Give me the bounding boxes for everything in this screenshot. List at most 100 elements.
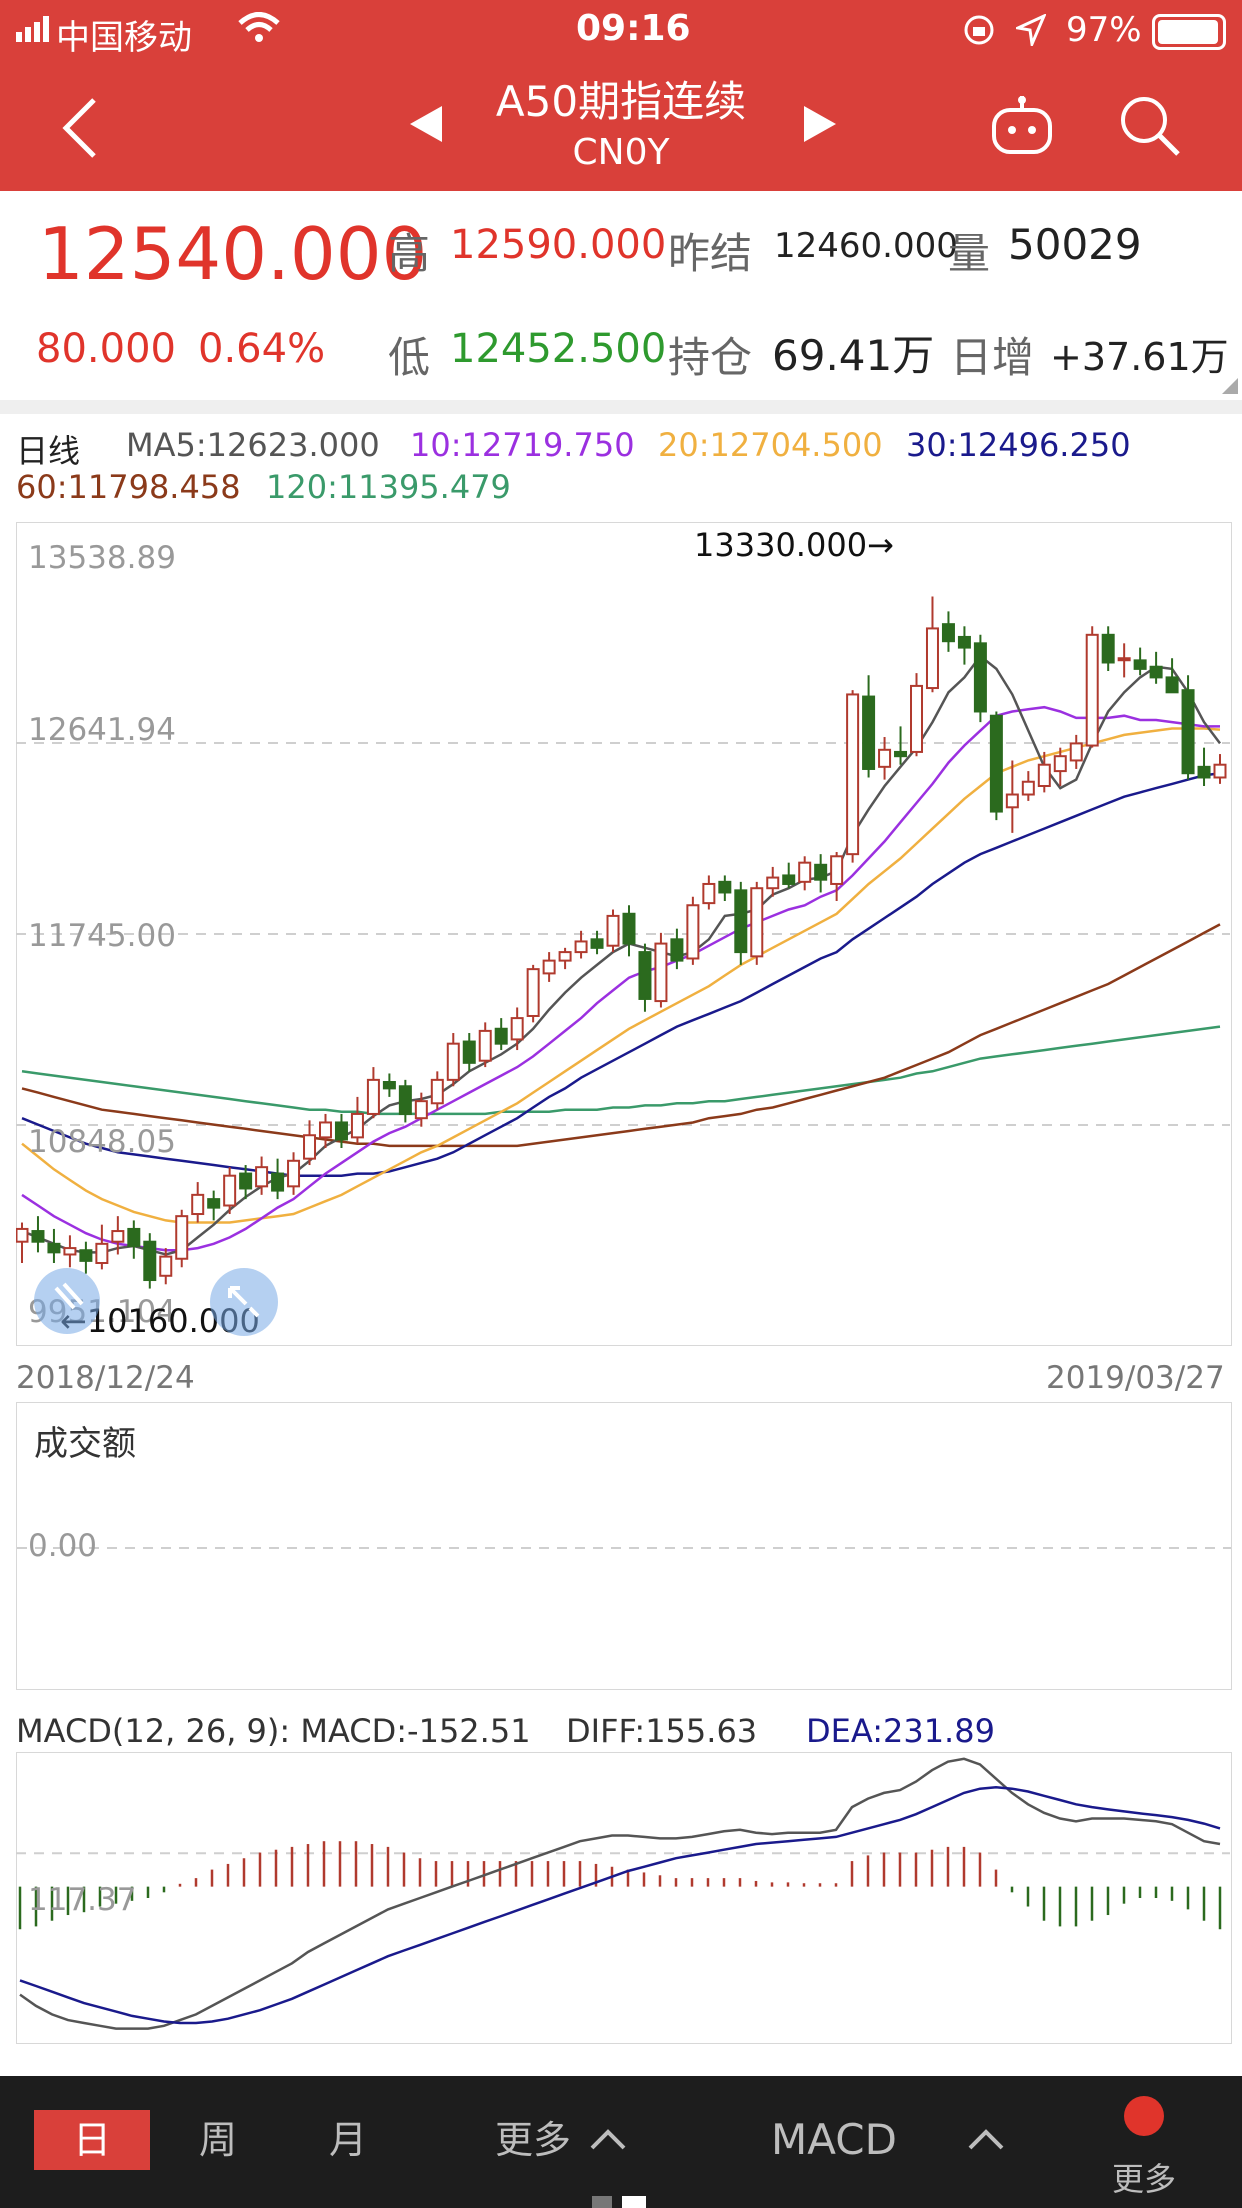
status-bar: 中国移动 09:16 97% [0, 0, 1242, 60]
candle-down [398, 1085, 412, 1115]
price-change-pct: 0.64% [198, 326, 326, 372]
daily-change-value: +37.61万 [1050, 335, 1229, 379]
indicator-chevron-up-icon[interactable] [966, 2124, 1006, 2154]
candle-up [95, 1242, 109, 1264]
volume-value: 50029 [1008, 220, 1142, 269]
contract-title: A50期指连续 [495, 77, 747, 126]
tab-month[interactable]: 月 [328, 2118, 367, 2162]
candle-down [143, 1240, 157, 1282]
start-date: 2018/12/24 [16, 1360, 195, 1396]
tab-week[interactable]: 周 [198, 2118, 237, 2162]
candle-down [334, 1121, 348, 1141]
candle-down [590, 938, 604, 949]
end-date: 2019/03/27 [1046, 1360, 1225, 1396]
wifi-icon [238, 12, 280, 42]
candle-down [462, 1040, 476, 1064]
next-contract-icon[interactable] [802, 104, 838, 144]
price-change: 80.000 [36, 326, 176, 372]
home-indicator-right [622, 2196, 646, 2208]
chevron-up-icon[interactable] [588, 2124, 628, 2154]
candle-up [910, 684, 924, 753]
candle-up [318, 1121, 332, 1139]
macd-dea-label: DEA:231.89 [806, 1712, 995, 1750]
kline-chart[interactable] [16, 522, 1232, 1346]
candle-down [382, 1080, 396, 1090]
candle-up [1213, 763, 1227, 779]
candle-up [750, 887, 764, 958]
location-icon [1016, 14, 1046, 46]
candle-down [814, 863, 828, 881]
candle-up [798, 861, 812, 883]
home-indicator-left [592, 2196, 612, 2208]
ma10-legend: 10:12719.750 [410, 426, 635, 464]
fullscreen-button[interactable] [210, 1268, 278, 1336]
candle-up [1053, 755, 1067, 773]
more-menu-button[interactable]: 更多 [1112, 2160, 1177, 2198]
open-interest-value: 69.41万 [772, 331, 935, 380]
candle-down [207, 1198, 221, 1209]
high-value: 12590.000 [450, 222, 667, 268]
candle-down [973, 642, 987, 713]
candle-down [782, 874, 796, 885]
double-arrow-left-icon [54, 1282, 84, 1310]
candle-down [622, 912, 636, 945]
candle-down [47, 1242, 61, 1254]
ma5-line [21, 654, 1221, 1256]
ma30-legend: 30:12496.250 [906, 426, 1131, 464]
y-tick-2: 12641.94 [28, 712, 176, 748]
candle-down [670, 938, 684, 962]
candle-down [957, 635, 971, 649]
high-label: 高 [388, 229, 431, 278]
more-dot-icon[interactable] [1124, 2096, 1164, 2136]
tab-day[interactable]: 日 [34, 2110, 150, 2170]
candle-up [223, 1174, 237, 1207]
ma10-line [21, 705, 1220, 1252]
candle-down [894, 750, 908, 758]
last-price: 12540.000 [38, 212, 428, 296]
candle-up [510, 1017, 524, 1041]
clock: 09:16 [576, 8, 691, 49]
candle-down [941, 623, 955, 643]
back-icon[interactable] [60, 96, 100, 160]
search-icon[interactable] [1118, 94, 1182, 158]
daily-change-label: 日增 [950, 333, 1035, 382]
robot-icon[interactable] [988, 94, 1056, 156]
candle-down [1133, 659, 1147, 670]
turnover-panel [16, 1402, 1232, 1690]
signal-icon [16, 16, 49, 42]
indicator-selector[interactable]: MACD [771, 2115, 897, 2164]
ma120-legend: 120:11395.479 [266, 468, 511, 506]
ma60-legend: 60:11798.458 [16, 468, 241, 506]
bottom-toolbar [0, 2076, 1242, 2208]
turnover-title: 成交额 [34, 1424, 136, 1464]
candle-up [574, 940, 588, 954]
macd-panel [16, 1752, 1232, 2044]
macd-title: MACD(12, 26, 9): MACD:-152.51 [16, 1712, 531, 1750]
candle-up [1037, 763, 1051, 788]
candle-up [925, 627, 939, 690]
battery-percent: 97% [1066, 10, 1142, 50]
candle-up [303, 1134, 317, 1160]
corner-expand-icon[interactable] [1222, 378, 1238, 394]
candle-up [159, 1255, 173, 1277]
candle-down [271, 1172, 285, 1192]
macd-y-tick: 117.37 [28, 1882, 137, 1918]
more-periods-button[interactable]: 更多 [494, 2118, 571, 2162]
candle-up [414, 1100, 428, 1120]
section-divider [0, 400, 1242, 414]
candle-down [79, 1249, 93, 1262]
candle-down [31, 1230, 45, 1243]
candle-up [542, 959, 556, 975]
period-label[interactable]: 日线 [16, 432, 81, 470]
candle-up [878, 748, 892, 768]
scroll-left-button[interactable] [34, 1268, 100, 1334]
ma5-legend: MA5:12623.000 [126, 426, 380, 464]
candle-up [478, 1029, 492, 1062]
y-tick-1: 13538.89 [28, 540, 176, 576]
candle-up [255, 1166, 269, 1188]
candle-up [366, 1078, 380, 1115]
macd-chart [16, 1757, 1230, 2030]
contract-code: CN0Y [572, 132, 670, 173]
candle-down [127, 1227, 141, 1247]
prev-contract-icon[interactable] [408, 104, 444, 144]
